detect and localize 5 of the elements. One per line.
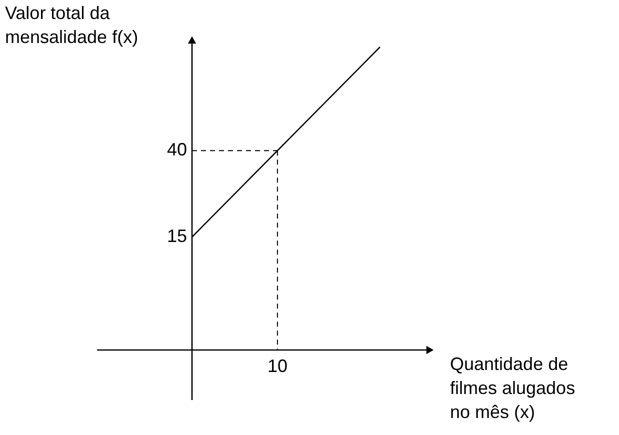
x-axis-title: Quantidade de filmes alugados no mês (x) xyxy=(450,354,576,422)
annotation: 40 xyxy=(166,140,187,160)
y-axis-title: Valor total da mensalidade f(x) xyxy=(5,3,138,47)
text: 10 xyxy=(267,356,288,376)
annotation: 15 xyxy=(166,226,187,246)
